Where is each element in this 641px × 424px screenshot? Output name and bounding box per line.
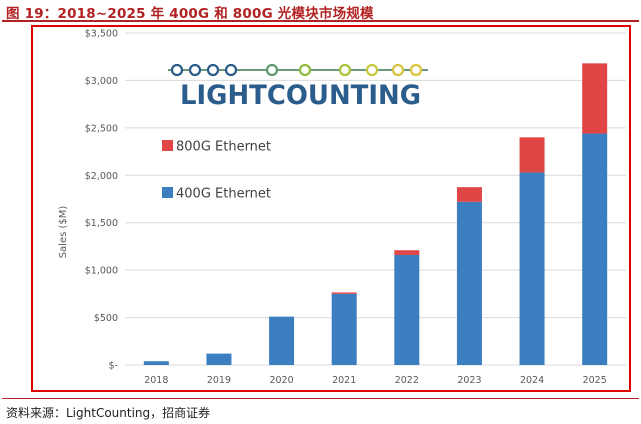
x-tick-label: 2018 (144, 375, 168, 386)
logo-chain-circle (409, 63, 423, 77)
bar-400g (519, 172, 545, 365)
legend: 800G Ethernet 400G Ethernet (162, 140, 271, 202)
lightcounting-logo: LIGHTCOUNTING (168, 63, 428, 111)
x-tick-label: 2022 (395, 375, 419, 386)
bar-800g (331, 292, 357, 294)
logo-chain-circle (188, 63, 202, 77)
bar-800g (394, 250, 420, 255)
x-axis-ticks: 2018 2019 2020 2021 2022 2023 2024 2025 (144, 375, 607, 386)
y-tick-label: $1,500 (85, 218, 118, 229)
y-axis-ticks: $- $500 $1,000 $1,500 $2,000 $2,500 $3,000 $3,5… (85, 29, 118, 372)
logo-chain-circle (206, 63, 220, 77)
x-tick-label: 2021 (332, 375, 356, 386)
logo-chain-circle (298, 63, 312, 77)
logo-chain-circle (224, 63, 238, 77)
bar-800g (456, 187, 482, 202)
logo-chain-circle (170, 63, 184, 77)
bar-400g (582, 133, 608, 365)
bars (143, 63, 608, 365)
x-tick-label: 2020 (269, 375, 293, 386)
x-tick-label: 2025 (583, 375, 607, 386)
logo-chain-circle (265, 63, 279, 77)
bar-400g (206, 353, 232, 365)
title-rule (2, 20, 639, 22)
legend-label-400g: 400G Ethernet (176, 187, 271, 202)
figure-title: 图 19：2018~2025 年 400G 和 800G 光模块市场规模 (6, 6, 374, 22)
y-tick-label: $2,500 (85, 123, 118, 134)
source-note: 资料来源：LightCounting，招商证券 (6, 406, 211, 420)
bar-400g (269, 316, 295, 365)
y-tick-label: $3,000 (85, 76, 118, 87)
legend-swatch-400g (162, 187, 173, 198)
y-tick-label: $2,000 (85, 171, 118, 182)
x-tick-label: 2019 (207, 375, 231, 386)
x-tick-label: 2024 (520, 375, 544, 386)
bar-400g (331, 293, 357, 365)
y-tick-label: $3,500 (85, 29, 118, 40)
legend-label-800g: 800G Ethernet (176, 140, 271, 155)
y-tick-label: $1,000 (85, 266, 118, 277)
logo-chain-circle (365, 63, 379, 77)
y-tick-label: $- (109, 361, 118, 372)
bar-800g (582, 63, 608, 134)
x-tick-label: 2023 (457, 375, 481, 386)
logo-chain-circle (338, 63, 352, 77)
logo-text-light: LIGHT (180, 80, 267, 111)
y-axis-title: Sales ($M) (58, 206, 69, 259)
y-tick-label: $500 (94, 313, 118, 324)
logo-wordmark: LIGHTCOUNTING (180, 80, 421, 111)
logo-chain-circle (391, 63, 405, 77)
logo-text-counting: COUNTING (267, 80, 421, 111)
bar-800g (519, 137, 545, 173)
legend-swatch-800g (162, 140, 173, 151)
logo-chain-icon (168, 63, 428, 77)
bar-400g (456, 201, 482, 365)
source-rule (2, 398, 639, 399)
chart-frame (31, 25, 631, 392)
bar-400g (143, 361, 169, 365)
bar-400g (394, 254, 420, 365)
